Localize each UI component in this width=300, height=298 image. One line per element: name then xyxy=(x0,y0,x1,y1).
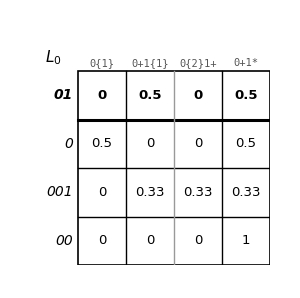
Text: 0.5: 0.5 xyxy=(234,89,258,102)
Text: 0.5: 0.5 xyxy=(91,137,112,150)
Text: 00: 00 xyxy=(56,234,73,248)
Text: 1: 1 xyxy=(242,235,250,247)
Text: 0: 0 xyxy=(64,137,73,151)
Text: 0+1*: 0+1* xyxy=(233,58,259,68)
Text: 01: 01 xyxy=(54,89,73,103)
Text: 0.5: 0.5 xyxy=(138,89,162,102)
Text: 0: 0 xyxy=(193,89,203,102)
Text: 0: 0 xyxy=(97,89,106,102)
Text: 0: 0 xyxy=(146,137,154,150)
Text: 0: 0 xyxy=(98,235,106,247)
Text: 0.33: 0.33 xyxy=(231,186,261,199)
Text: 0{2}1+: 0{2}1+ xyxy=(179,58,217,68)
Text: 0: 0 xyxy=(98,186,106,199)
Text: 0: 0 xyxy=(194,137,202,150)
Text: 0+1{1}: 0+1{1} xyxy=(131,58,169,68)
Text: 0{1}: 0{1} xyxy=(89,58,114,68)
Text: $L_0$: $L_0$ xyxy=(45,48,61,66)
Text: 0.33: 0.33 xyxy=(135,186,165,199)
Text: 0: 0 xyxy=(146,235,154,247)
Text: 0: 0 xyxy=(194,235,202,247)
Bar xyxy=(78,71,270,265)
Text: 001: 001 xyxy=(46,185,73,199)
Text: 0.5: 0.5 xyxy=(236,137,256,150)
Text: 0.33: 0.33 xyxy=(183,186,213,199)
